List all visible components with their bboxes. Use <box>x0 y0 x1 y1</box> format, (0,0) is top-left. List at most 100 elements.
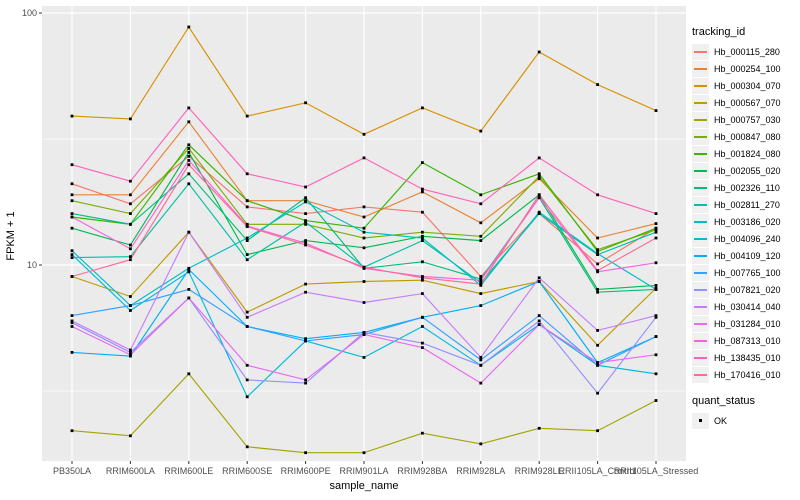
legend-line-icon <box>694 169 707 172</box>
data-point <box>129 255 132 258</box>
data-point <box>187 268 191 271</box>
data-point <box>187 288 191 291</box>
data-point <box>596 193 599 197</box>
legend-item-Hb_000254_100: Hb_000254_100 <box>692 60 798 77</box>
data-point <box>479 202 483 206</box>
data-point <box>70 253 74 256</box>
square-point-icon <box>699 419 702 422</box>
legend-key-swatch <box>692 213 709 230</box>
data-point <box>129 351 132 354</box>
data-point <box>537 210 541 214</box>
data-point <box>187 147 191 150</box>
data-point <box>187 154 191 158</box>
data-point <box>479 221 483 225</box>
data-point <box>537 276 541 280</box>
data-point <box>187 296 191 300</box>
data-point <box>537 193 541 197</box>
data-point <box>187 230 191 234</box>
data-point <box>479 304 483 307</box>
data-point <box>129 258 132 262</box>
data-point <box>70 256 74 259</box>
data-point <box>421 325 424 328</box>
data-point <box>70 429 74 433</box>
legend-line-icon <box>694 339 707 342</box>
legend: tracking_id Hb_000115_280 Hb_000254_100 Hb… <box>692 26 798 429</box>
legend-line-icon <box>694 254 707 257</box>
data-point <box>421 276 424 280</box>
legend-key-swatch <box>692 179 709 196</box>
data-point <box>304 243 307 247</box>
data-point <box>654 222 658 225</box>
data-point <box>362 156 366 160</box>
data-point <box>129 434 132 438</box>
legend-line-icon <box>694 220 707 223</box>
data-point <box>245 114 249 118</box>
data-point <box>596 83 599 86</box>
legend-line-icon <box>694 101 707 104</box>
legend-item-Hb_002811_270: Hb_002811_270 <box>692 196 798 213</box>
data-point <box>304 212 307 215</box>
data-point <box>245 395 249 399</box>
data-point <box>362 301 366 304</box>
data-point <box>304 220 307 224</box>
data-point <box>129 309 132 312</box>
legend-item-label: Hb_000757_030 <box>714 114 781 125</box>
data-point <box>537 174 541 178</box>
x-tick-label: RRIM600PE <box>281 466 331 476</box>
data-point <box>421 236 424 240</box>
data-point <box>537 172 541 176</box>
x-tick-label: RRIM901LA <box>339 466 388 476</box>
data-point <box>537 196 541 200</box>
data-point <box>304 290 307 294</box>
data-point <box>537 177 541 181</box>
legend-item-Hb_170416_010: Hb_170416_010 <box>692 366 798 383</box>
legend-line-icon <box>694 203 707 206</box>
legend-line-icon <box>694 186 707 189</box>
legend-item-Hb_031284_010: Hb_031284_010 <box>692 315 798 332</box>
legend-line-icon <box>694 84 707 87</box>
data-point <box>362 331 366 334</box>
legend-item-label: OK <box>714 415 728 426</box>
data-point <box>479 129 483 133</box>
legend-line-icon <box>694 322 707 325</box>
data-point <box>70 226 74 230</box>
data-point <box>362 280 366 283</box>
data-point <box>362 265 366 269</box>
data-point <box>654 228 658 232</box>
data-point <box>537 280 541 283</box>
data-point <box>654 315 658 319</box>
data-point <box>421 341 424 345</box>
data-point <box>304 381 307 385</box>
x-tick-label: RRIM600LE <box>164 466 213 476</box>
legend-item-label: Hb_007765_100 <box>714 267 781 278</box>
y-tick-label: 100 <box>22 8 37 18</box>
data-point <box>421 278 424 282</box>
data-point <box>70 314 74 317</box>
data-point <box>187 120 191 124</box>
data-point <box>596 429 599 433</box>
data-point <box>245 363 249 367</box>
data-point <box>596 363 599 367</box>
data-point <box>129 117 132 121</box>
data-point <box>70 212 74 215</box>
data-point <box>129 247 132 251</box>
data-point <box>479 292 483 295</box>
data-point <box>304 101 307 105</box>
data-point <box>654 230 658 234</box>
legend-item-Hb_000757_030: Hb_000757_030 <box>692 111 798 128</box>
data-point <box>654 109 658 112</box>
data-point <box>537 314 541 317</box>
data-point <box>362 215 366 219</box>
data-point <box>479 363 483 367</box>
legend-line-icon <box>694 271 707 274</box>
legend-item-Hb_007765_100: Hb_007765_100 <box>692 264 798 281</box>
legend-item-label: Hb_000254_100 <box>714 63 781 74</box>
legend-title-quant-status: quant_status <box>692 395 755 407</box>
data-point <box>479 234 483 238</box>
data-point <box>654 372 658 376</box>
data-point <box>70 163 74 167</box>
legend-key-swatch <box>692 128 709 145</box>
data-point <box>129 348 132 352</box>
